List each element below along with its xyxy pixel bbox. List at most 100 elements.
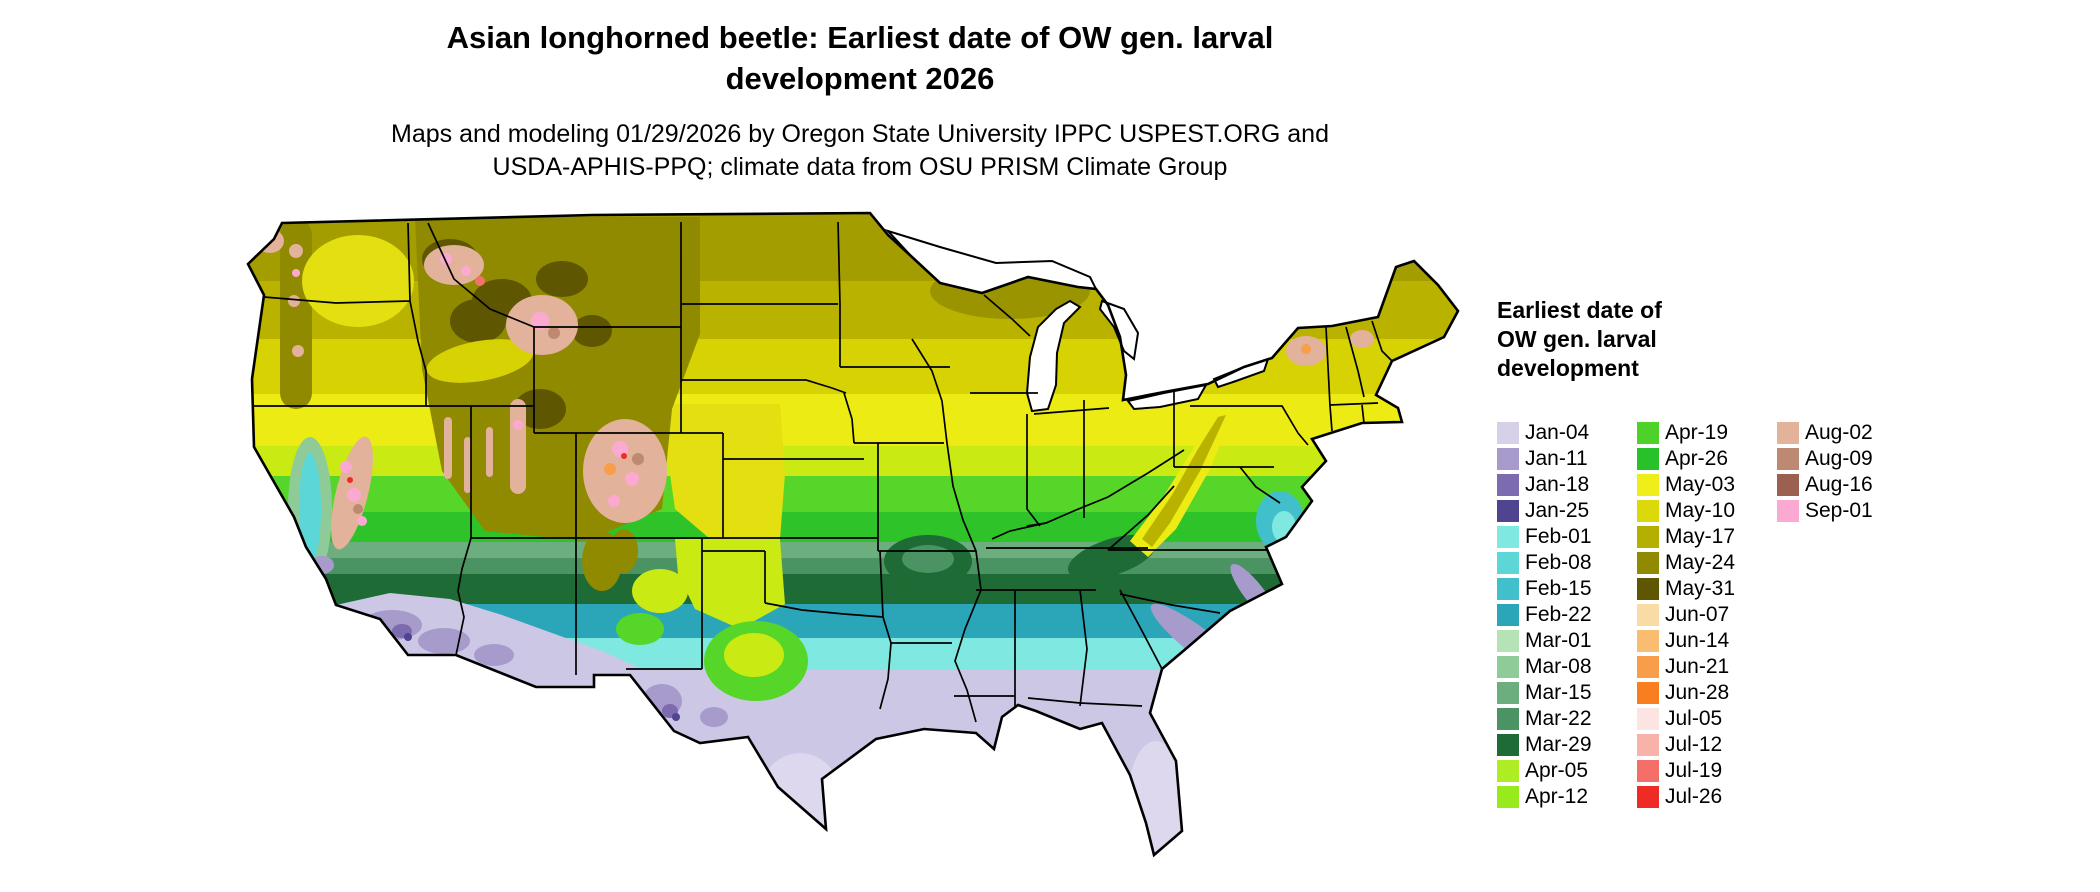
legend-item: Jan-25: [1497, 498, 1630, 524]
legend-swatch: [1497, 708, 1519, 730]
legend-label: Feb-15: [1525, 577, 1592, 600]
legend-item: Jul-12: [1637, 732, 1770, 758]
state-borders: [252, 221, 1393, 723]
legend-swatch: [1777, 500, 1799, 522]
legend-label: May-24: [1665, 551, 1736, 574]
legend-swatch: [1637, 682, 1659, 704]
legend-swatch: [1777, 422, 1799, 444]
legend-label: Feb-22: [1525, 603, 1592, 626]
legend-label: Apr-05: [1525, 759, 1589, 782]
legend-label: May-17: [1665, 525, 1736, 548]
legend-swatch: [1497, 448, 1519, 470]
legend-item: May-24: [1637, 550, 1770, 576]
legend-item: Apr-26: [1637, 446, 1770, 472]
legend-label: Sep-01: [1805, 499, 1873, 522]
legend-item: Jun-07: [1637, 602, 1770, 628]
legend-label: Mar-01: [1525, 629, 1592, 652]
header: Asian longhorned beetle: Earliest date o…: [0, 18, 1720, 100]
legend-item: Aug-02: [1777, 420, 1910, 446]
legend-item: Aug-09: [1777, 446, 1910, 472]
legend-swatch: [1497, 630, 1519, 652]
legend-label: Feb-08: [1525, 551, 1592, 574]
legend-label: Aug-02: [1805, 421, 1873, 444]
legend-label: Mar-15: [1525, 681, 1592, 704]
legend-label: Mar-08: [1525, 655, 1592, 678]
legend-swatch: [1497, 526, 1519, 548]
us-map-svg: [246, 211, 1460, 858]
map-fill: [248, 213, 1458, 855]
legend-item: Mar-29: [1497, 732, 1630, 758]
map-outline: [246, 211, 1460, 858]
legend-swatch: [1637, 526, 1659, 548]
legend-item: Jan-04: [1497, 420, 1630, 446]
legend-swatch: [1637, 786, 1659, 808]
legend-label: Jul-26: [1665, 785, 1723, 808]
legend-item: Feb-01: [1497, 524, 1630, 550]
legend-label: Jul-05: [1665, 707, 1723, 730]
legend-swatch: [1637, 448, 1659, 470]
subtitle-wrap: Maps and modeling 01/29/2026 by Oregon S…: [0, 118, 1720, 183]
legend-label: Jan-18: [1525, 473, 1590, 496]
legend-item: Apr-19: [1637, 420, 1770, 446]
legend-label: Jul-19: [1665, 759, 1723, 782]
legend-label: Jun-21: [1665, 655, 1730, 678]
legend-title: Earliest date of OW gen. larval developm…: [1497, 297, 1662, 382]
legend-item: May-03: [1637, 472, 1770, 498]
legend-swatch: [1637, 760, 1659, 782]
legend-label: Jun-28: [1665, 681, 1730, 704]
legend-item: Feb-22: [1497, 602, 1630, 628]
legend-swatch: [1637, 630, 1659, 652]
legend-label: Jun-14: [1665, 629, 1730, 652]
legend-label: Aug-09: [1805, 447, 1873, 470]
legend-label: Aug-16: [1805, 473, 1873, 496]
legend-label: May-03: [1665, 473, 1736, 496]
legend-swatch: [1497, 500, 1519, 522]
legend-item: Jan-11: [1497, 446, 1630, 472]
us-map: [240, 208, 1460, 880]
legend-column-2: Apr-19 Apr-26 May-03 May-10 May-17 May-24 May-…: [1637, 420, 1770, 810]
legend-label: May-10: [1665, 499, 1736, 522]
legend-swatch: [1497, 682, 1519, 704]
legend-label: May-31: [1665, 577, 1736, 600]
legend-label: Jun-07: [1665, 603, 1730, 626]
legend-swatch: [1637, 656, 1659, 678]
legend-swatch: [1497, 734, 1519, 756]
legend-item: Jan-18: [1497, 472, 1630, 498]
legend-item: Jun-28: [1637, 680, 1770, 706]
legend-label: Apr-26: [1665, 447, 1729, 470]
legend-label: Mar-29: [1525, 733, 1592, 756]
legend-swatch: [1497, 552, 1519, 574]
page-subtitle: Maps and modeling 01/29/2026 by Oregon S…: [391, 120, 1329, 181]
page-title: Asian longhorned beetle: Earliest date o…: [446, 20, 1274, 96]
legend-label: Apr-19: [1665, 421, 1729, 444]
legend-item: Feb-08: [1497, 550, 1630, 576]
legend-swatch: [1637, 708, 1659, 730]
legend-swatch: [1637, 604, 1659, 626]
legend-label: Jan-11: [1525, 447, 1588, 470]
legend-item: Mar-01: [1497, 628, 1630, 654]
legend-item: Apr-12: [1497, 784, 1630, 810]
legend-item: Mar-08: [1497, 654, 1630, 680]
legend-swatch: [1497, 422, 1519, 444]
legend-item: Sep-01: [1777, 498, 1910, 524]
legend-item: May-10: [1637, 498, 1770, 524]
legend-swatch: [1637, 474, 1659, 496]
legend-item: Jun-21: [1637, 654, 1770, 680]
legend-label: Jul-12: [1665, 733, 1723, 756]
legend-swatch: [1497, 604, 1519, 626]
legend-item: Jun-14: [1637, 628, 1770, 654]
legend-label: Jan-25: [1525, 499, 1590, 522]
legend-item: May-31: [1637, 576, 1770, 602]
legend-item: Jul-05: [1637, 706, 1770, 732]
legend-item: Jul-26: [1637, 784, 1770, 810]
legend-swatch: [1497, 474, 1519, 496]
legend-column-1: Jan-04 Jan-11 Jan-18 Jan-25 Feb-01 Feb-08 Feb-…: [1497, 420, 1630, 810]
legend-item: Aug-16: [1777, 472, 1910, 498]
legend-swatch: [1637, 500, 1659, 522]
legend-swatch: [1637, 578, 1659, 600]
legend-label: Jan-04: [1525, 421, 1590, 444]
legend-label: Mar-22: [1525, 707, 1592, 730]
legend-swatch: [1637, 552, 1659, 574]
legend-swatch: [1637, 422, 1659, 444]
legend-label: Apr-12: [1525, 785, 1589, 808]
